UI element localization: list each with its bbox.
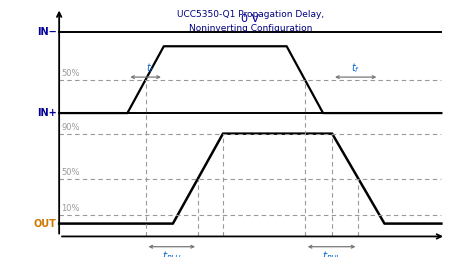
Text: 0 V: 0 V [241,14,259,24]
Text: $t_{PLH}$: $t_{PLH}$ [162,249,182,257]
Text: 50%: 50% [61,69,80,78]
Text: 10%: 10% [61,204,80,213]
Text: OUT: OUT [34,219,57,228]
Text: UCC5350-Q1 Propagation Delay,: UCC5350-Q1 Propagation Delay, [177,10,324,19]
Text: 50%: 50% [61,168,80,177]
Text: Noninverting Configuration: Noninverting Configuration [188,24,312,33]
Text: $t_f$: $t_f$ [351,61,360,75]
Text: IN+: IN+ [37,108,57,118]
Text: IN−: IN− [37,27,57,37]
Text: $t_r$: $t_r$ [146,61,155,75]
Text: $t_{PHL}$: $t_{PHL}$ [322,249,341,257]
Text: 90%: 90% [61,123,80,132]
